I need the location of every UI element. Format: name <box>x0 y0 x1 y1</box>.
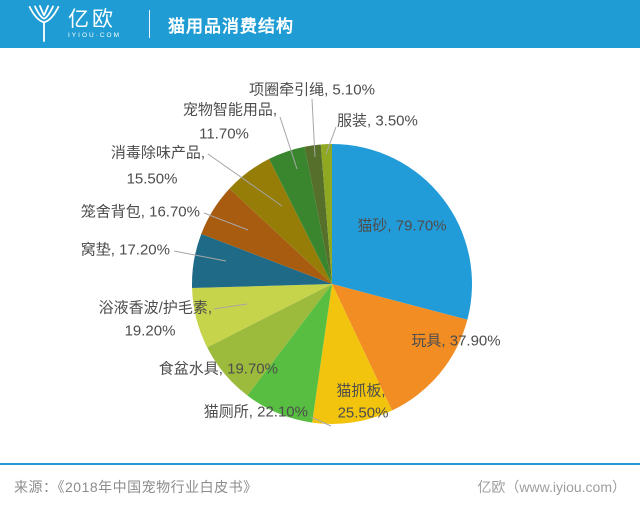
slice-label: 服装, 3.50% <box>337 113 418 130</box>
leader-line <box>279 116 298 170</box>
leader-line <box>203 212 249 231</box>
slice-label: 玩具, 37.90% <box>411 333 500 350</box>
pie-slice-12 <box>320 144 332 284</box>
pie-slice-4 <box>247 284 332 423</box>
pie-slice-3 <box>312 284 392 425</box>
footer: 来源：《2018年中国宠物行业白皮书》 亿欧（www.iyiou.com） <box>0 475 640 499</box>
pie-slice-8 <box>201 188 332 284</box>
pie-slice-7 <box>192 233 332 289</box>
leader-line <box>207 153 283 207</box>
pie-slice-2 <box>332 284 468 411</box>
slice-label: 猫抓板, <box>336 382 385 400</box>
leader-line <box>311 98 316 158</box>
source-text: 来源：《2018年中国宠物行业白皮书》 <box>14 479 258 495</box>
pie-slice-6 <box>192 284 332 348</box>
slice-label: 消毒除味产品, <box>111 145 205 162</box>
logo-text: 亿欧 <box>68 7 116 31</box>
logo-mark-icon <box>28 5 60 42</box>
slice-label: 19.20% <box>125 323 176 340</box>
leader-line <box>325 126 337 155</box>
slice-label: 宠物智能用品, <box>183 101 277 119</box>
slice-label: 11.70% <box>199 126 249 143</box>
slice-label: 25.50% <box>338 405 389 422</box>
logo-subtext: IYIOU·COM <box>68 31 122 39</box>
logo-text-block: 亿欧 IYIOU·COM <box>68 7 122 40</box>
page-title: 猫用品消费结构 <box>168 16 295 36</box>
leader-line <box>173 250 227 262</box>
slice-label: 项圈牵引绳, 5.10% <box>249 82 375 99</box>
slice-label: 浴液香波/护毛素, <box>99 300 212 317</box>
leader-line <box>213 303 248 310</box>
leader-line <box>310 416 332 427</box>
slice-label: 猫砂, 79.70% <box>357 218 446 235</box>
iyiou-logo: 亿欧 IYIOU·COM <box>26 5 121 43</box>
footer-rule <box>0 463 640 465</box>
header-divider <box>149 10 151 38</box>
chart-area: 猫砂, 79.70% 玩具, 37.90% 猫抓板, 25.50% 猫厕所, 22.10… <box>0 48 640 463</box>
pie-slice-1 <box>332 144 472 320</box>
slice-label: 15.50% <box>127 171 178 188</box>
pie-slice-9 <box>229 158 332 284</box>
slice-label: 食盆水具, 19.70% <box>159 361 278 378</box>
slice-label: 猫厕所, 22.10% <box>204 404 308 421</box>
slice-label: 笼舍背包, 16.70% <box>81 204 200 221</box>
credit-text: 亿欧（www.iyiou.com） <box>477 479 626 495</box>
slice-label: 窝垫, 17.20% <box>81 241 170 259</box>
pie-slice-10 <box>269 146 332 284</box>
header-bar: 亿欧 IYIOU·COM 猫用品消费结构 <box>0 0 640 48</box>
pie-chart: 猫砂, 79.70% 玩具, 37.90% 猫抓板, 25.50% 猫厕所, 22.10… <box>81 82 501 427</box>
pie-slice-5 <box>207 284 332 396</box>
pie-slice-11 <box>304 144 332 284</box>
